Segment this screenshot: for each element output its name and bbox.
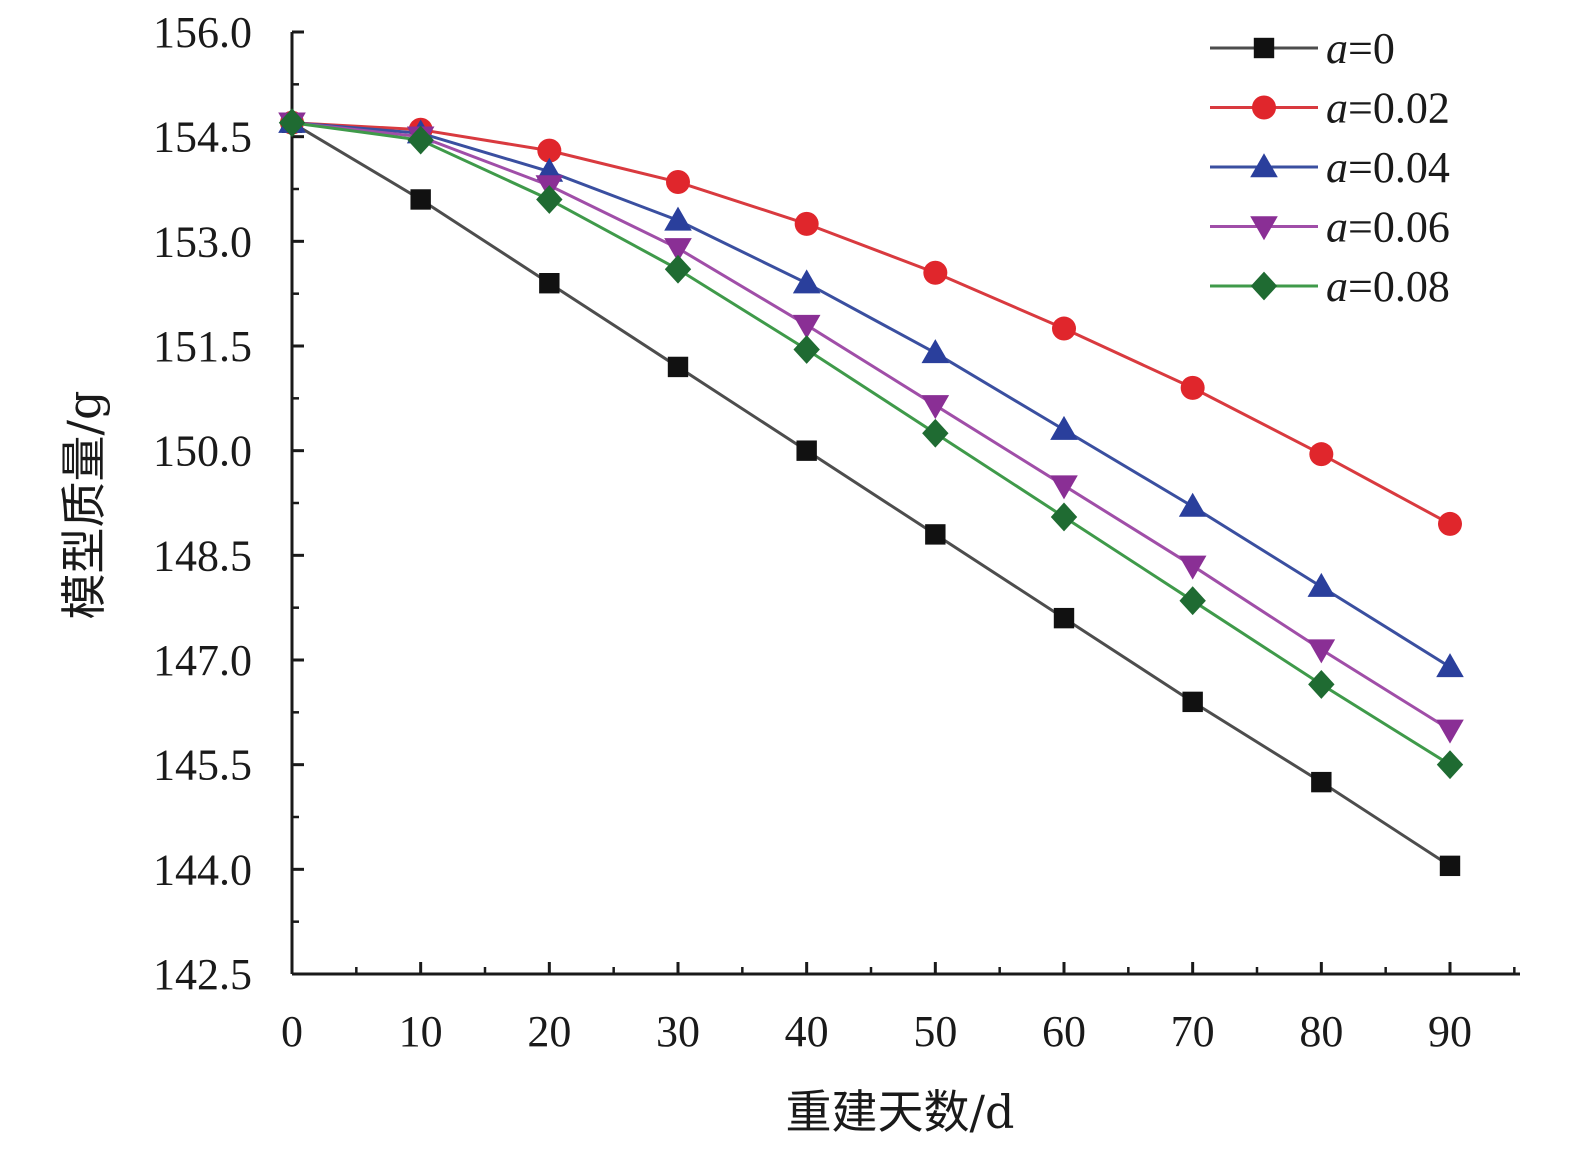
data-point xyxy=(793,335,820,364)
data-point xyxy=(792,269,821,294)
data-point xyxy=(1436,750,1464,780)
data-point xyxy=(1052,316,1076,341)
data-point xyxy=(921,395,950,420)
data-point xyxy=(410,189,431,210)
y-tick-label: 156.0 xyxy=(153,8,252,57)
series-line xyxy=(291,121,1451,732)
series-3 xyxy=(278,112,1464,744)
legend-marker xyxy=(1250,153,1278,178)
data-point xyxy=(537,138,562,163)
y-tick-label: 144.0 xyxy=(153,845,252,894)
legend-label: a=0.04 xyxy=(1326,143,1450,192)
data-point xyxy=(664,206,692,231)
legend: a=0 a=0.02 a=0.04 a=0.06 a=0.08 xyxy=(1210,24,1450,311)
data-point xyxy=(1439,855,1461,877)
data-point xyxy=(664,254,692,284)
data-point xyxy=(922,418,949,448)
legend-label: a=0.02 xyxy=(1326,84,1450,133)
x-ticks: 0 10 20 30 40 50 60 70 80 90 xyxy=(281,962,1516,1056)
data-point xyxy=(1180,375,1205,400)
data-point xyxy=(1436,719,1464,744)
data-point xyxy=(1178,555,1207,580)
x-tick-label: 70 xyxy=(1171,1007,1215,1056)
data-point xyxy=(407,125,434,155)
y-tick-label: 151.5 xyxy=(153,322,252,371)
legend-item: a=0.04 xyxy=(1210,143,1450,192)
series-layer xyxy=(278,108,1464,877)
legend-marker xyxy=(1253,37,1275,59)
series-line xyxy=(291,121,1451,526)
legend-item: a=0 xyxy=(1210,24,1395,73)
data-point xyxy=(923,260,948,285)
x-tick-label: 0 xyxy=(281,1007,303,1056)
series-line xyxy=(291,121,1451,868)
data-point xyxy=(1050,475,1078,500)
data-point xyxy=(536,185,563,214)
y-axis-label: 模型质量/g xyxy=(57,391,111,620)
x-tick-label: 40 xyxy=(785,1007,829,1056)
data-point xyxy=(925,524,946,545)
y-tick-label: 154.5 xyxy=(153,113,252,162)
data-point xyxy=(792,314,821,339)
x-tick-label: 90 xyxy=(1428,1007,1472,1056)
legend-label: a=0.06 xyxy=(1326,203,1450,252)
series-0 xyxy=(281,112,1461,877)
series-4 xyxy=(278,108,1464,780)
data-point xyxy=(1436,653,1464,678)
data-point xyxy=(278,108,306,138)
data-point xyxy=(1309,442,1334,467)
data-point xyxy=(796,440,817,461)
series-line xyxy=(291,121,1451,766)
legend-label: a=0 xyxy=(1326,24,1395,73)
legend-marker xyxy=(1250,271,1278,301)
data-point xyxy=(1311,771,1332,793)
x-tick-label: 50 xyxy=(913,1007,957,1056)
series-line xyxy=(291,121,1451,669)
data-point xyxy=(921,339,950,364)
legend-item: a=0.08 xyxy=(1210,262,1450,311)
data-point xyxy=(1182,691,1203,713)
legend-item: a=0.06 xyxy=(1210,203,1450,252)
y-tick-label: 142.5 xyxy=(153,950,252,999)
data-point xyxy=(1307,639,1336,664)
data-point xyxy=(1050,502,1078,532)
data-point xyxy=(666,170,690,195)
x-tick-label: 60 xyxy=(1042,1007,1086,1056)
x-tick-label: 30 xyxy=(656,1007,700,1056)
legend-marker xyxy=(1252,95,1276,120)
y-ticks: 142.5 144.0 145.5 147.0 148.5 150.0 151.5 153.0… xyxy=(153,8,304,999)
data-point xyxy=(539,273,560,294)
legend-item: a=0.02 xyxy=(1210,84,1450,133)
y-tick-label: 150.0 xyxy=(153,427,252,476)
x-tick-label: 20 xyxy=(527,1007,571,1056)
legend-marker xyxy=(1250,216,1278,241)
series-1 xyxy=(280,110,1462,536)
data-point xyxy=(1178,492,1207,517)
y-tick-label: 148.5 xyxy=(153,531,252,580)
data-point xyxy=(664,238,692,263)
y-tick-label: 153.0 xyxy=(153,217,252,266)
data-point xyxy=(1053,607,1075,629)
data-point xyxy=(1050,415,1078,440)
y-tick-label: 145.5 xyxy=(153,741,252,790)
x-axis-label: 重建天数/d xyxy=(786,1085,1015,1139)
data-point xyxy=(794,211,819,236)
legend-label: a=0.08 xyxy=(1326,262,1450,311)
data-point xyxy=(1308,670,1335,699)
x-tick-label: 80 xyxy=(1299,1007,1343,1056)
data-point xyxy=(667,356,689,378)
data-point xyxy=(1179,586,1206,616)
data-point xyxy=(1438,511,1462,536)
x-tick-label: 10 xyxy=(399,1007,443,1056)
data-point xyxy=(1307,572,1336,597)
y-tick-label: 147.0 xyxy=(153,636,252,685)
